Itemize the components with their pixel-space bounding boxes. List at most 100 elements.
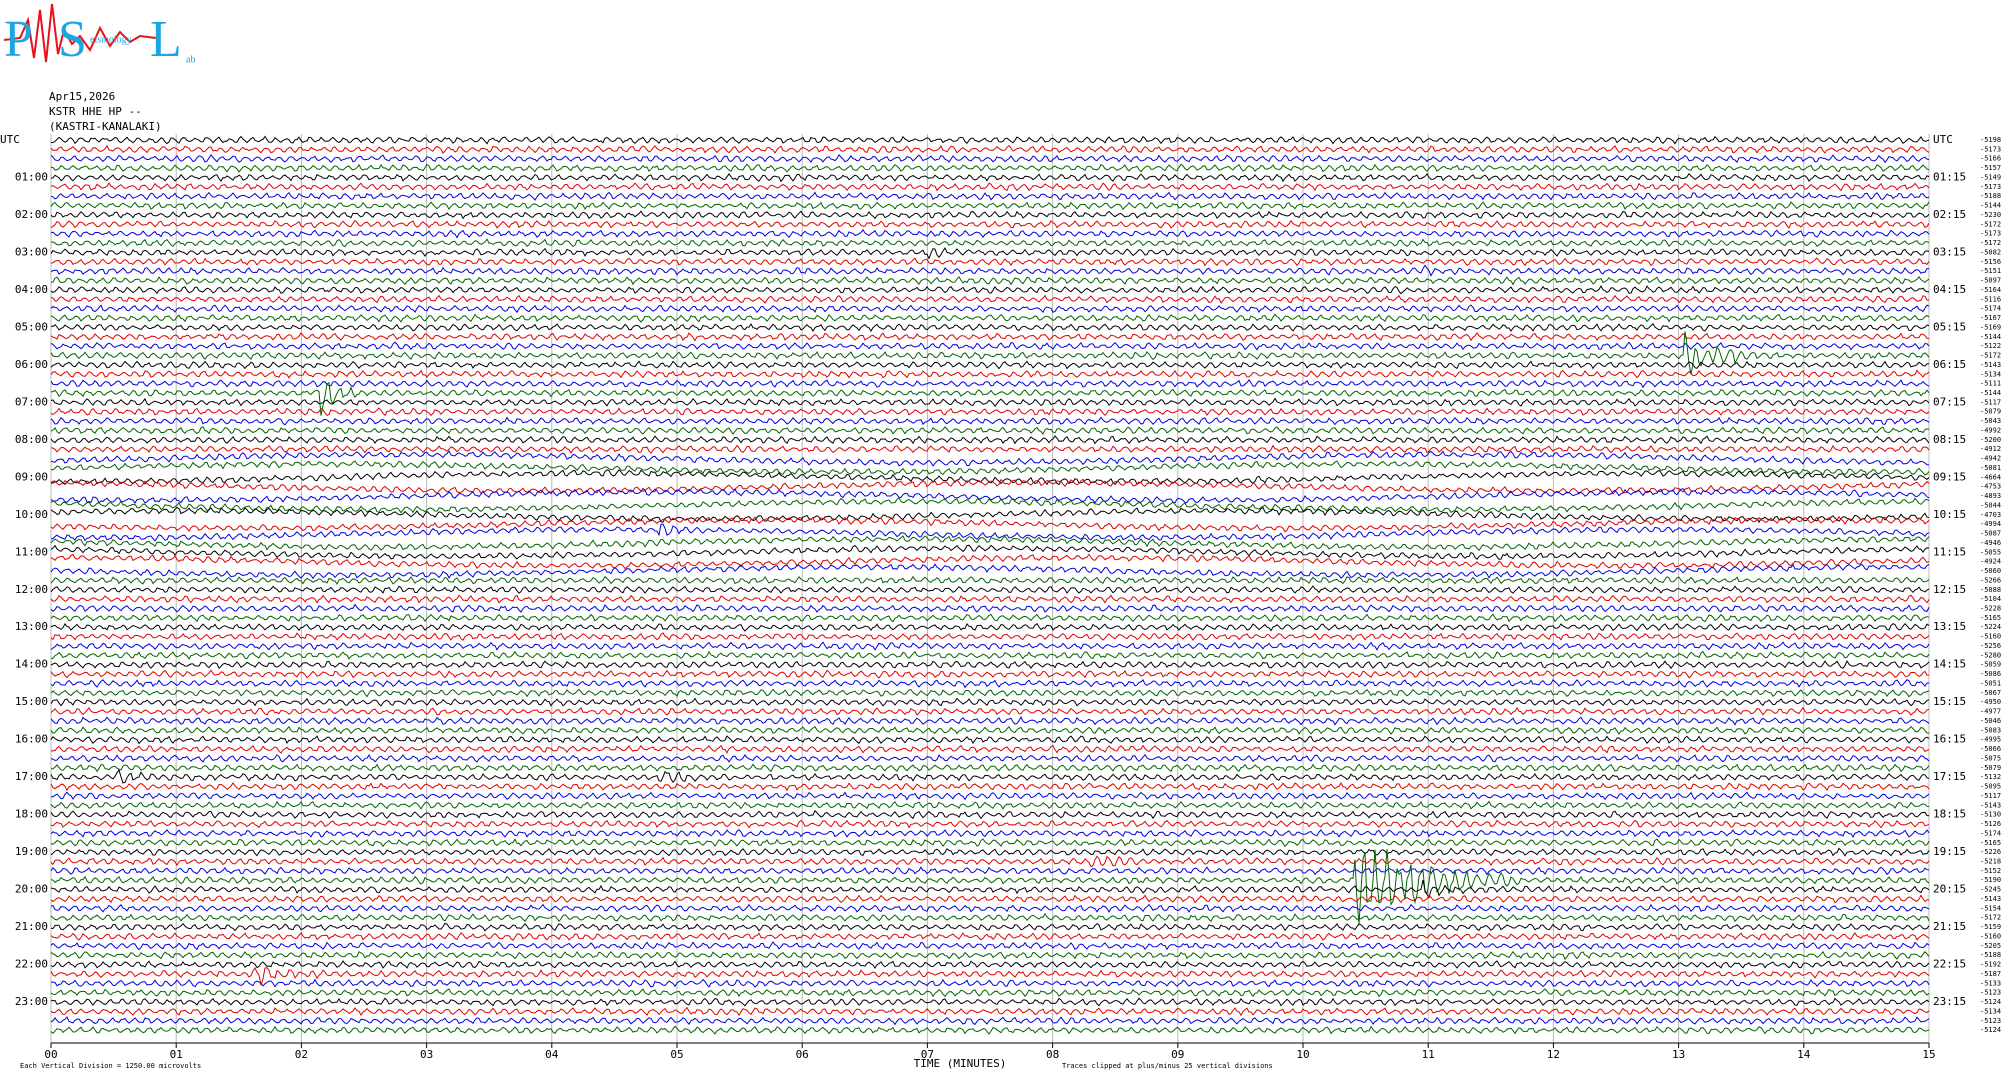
trace [50, 182, 1930, 192]
offset-label: -5124 [1980, 1026, 2001, 1034]
offset-label: -4942 [1980, 455, 2001, 463]
offset-label: -5051 [1980, 679, 2001, 687]
hour-label: 09:00 [15, 470, 48, 483]
logo-text: eismology [90, 34, 132, 45]
trace [50, 426, 1930, 436]
traces [50, 135, 1930, 1035]
trace [50, 809, 1930, 820]
offset-label: -5144 [1980, 333, 2001, 341]
hour-label: 17:00 [15, 770, 48, 783]
offset-label: -5060 [1980, 567, 2001, 575]
trace [50, 341, 1930, 351]
offset-label: -5151 [1980, 267, 2001, 275]
trace [50, 450, 1930, 467]
trace [50, 407, 1930, 417]
offset-label: -4664 [1980, 473, 2001, 481]
trace [50, 523, 1930, 542]
hour-label: 04:00 [15, 283, 48, 296]
trace [50, 688, 1930, 698]
offset-label: -5079 [1980, 408, 2001, 416]
offset-label: -5152 [1980, 867, 2001, 875]
hour-label: 03:15 [1933, 245, 1966, 258]
trace [50, 697, 1930, 707]
trace [50, 706, 1930, 716]
trace [50, 855, 1930, 868]
trace [50, 781, 1930, 792]
trace [50, 650, 1930, 660]
hour-label: 06:00 [15, 358, 48, 371]
trace [50, 678, 1930, 689]
hour-label: 01:00 [15, 170, 48, 183]
offset-label: -5205 [1980, 942, 2001, 950]
x-tick-label: 12 [1547, 1048, 1560, 1061]
offset-label: -5111 [1980, 380, 2001, 388]
offset-label: -5172 [1980, 239, 2001, 247]
x-tick-label: 01 [170, 1048, 183, 1061]
trace [50, 331, 1930, 375]
offset-label: -5256 [1980, 642, 2001, 650]
trace [50, 1016, 1930, 1026]
offset-label: -5198 [1980, 136, 2001, 144]
offset-label: -5157 [1980, 164, 2001, 172]
offset-label: -5123 [1980, 1017, 2001, 1025]
trace [50, 294, 1930, 304]
hour-label: 05:00 [15, 320, 48, 333]
x-tick-label: 03 [420, 1048, 433, 1061]
offset-label: -5190 [1980, 876, 2001, 884]
offset-label: -5066 [1980, 745, 2001, 753]
trace [50, 725, 1930, 735]
offset-label: -5082 [1980, 248, 2001, 256]
trace [50, 487, 1930, 504]
offset-label: -5160 [1980, 633, 2001, 641]
trace [50, 553, 1930, 570]
offset-label: -5173 [1980, 183, 2001, 191]
hour-label: 20:00 [15, 883, 48, 896]
hour-label: 12:00 [15, 583, 48, 596]
offset-label: -5187 [1980, 970, 2001, 978]
hour-label: 22:00 [15, 958, 48, 971]
trace [50, 967, 1930, 986]
offset-label: -5055 [1980, 548, 2001, 556]
offset-label: -5173 [1980, 230, 2001, 238]
station: KSTR HHE HP -- [49, 105, 142, 118]
offset-label: -5280 [1980, 651, 2001, 659]
offset-label: -5167 [1980, 314, 2001, 322]
offset-label: -5044 [1980, 501, 2001, 509]
trace [50, 768, 1930, 784]
axis-title: TIME (MINUTES) [914, 1057, 1007, 1070]
trace [50, 154, 1930, 164]
offset-label: -5159 [1980, 923, 2001, 931]
site: (KASTRI-KANALAKI) [49, 120, 162, 133]
hour-label: 23:00 [15, 995, 48, 1008]
trace [50, 849, 1930, 924]
hour-label: 08:00 [15, 433, 48, 446]
trace [50, 603, 1930, 613]
trace [50, 641, 1930, 651]
offset-label: -5188 [1980, 951, 2001, 959]
x-tick-label: 11 [1422, 1048, 1435, 1061]
hour-label: 16:00 [15, 733, 48, 746]
offset-label: -5075 [1980, 754, 2001, 762]
offset-label: -5266 [1980, 576, 2001, 584]
offset-label: -5174 [1980, 305, 2001, 313]
offset-label: -4977 [1980, 708, 2001, 716]
hour-label: 18:00 [15, 808, 48, 821]
trace [50, 1025, 1930, 1035]
hour-label: 14:00 [15, 658, 48, 671]
offset-label: -5143 [1980, 361, 2001, 369]
trace [50, 246, 1930, 260]
x-tick-label: 10 [1296, 1048, 1309, 1061]
trace [50, 669, 1930, 679]
trace [50, 416, 1930, 426]
trace [50, 515, 1930, 533]
hour-label: 15:15 [1933, 695, 1966, 708]
hour-label: 06:15 [1933, 358, 1966, 371]
trace [50, 210, 1930, 220]
offset-label: -5154 [1980, 904, 2001, 912]
trace [50, 894, 1930, 904]
offset-label: -5230 [1980, 211, 2001, 219]
offset-label: -5143 [1980, 801, 2001, 809]
hour-label: 09:15 [1933, 470, 1966, 483]
